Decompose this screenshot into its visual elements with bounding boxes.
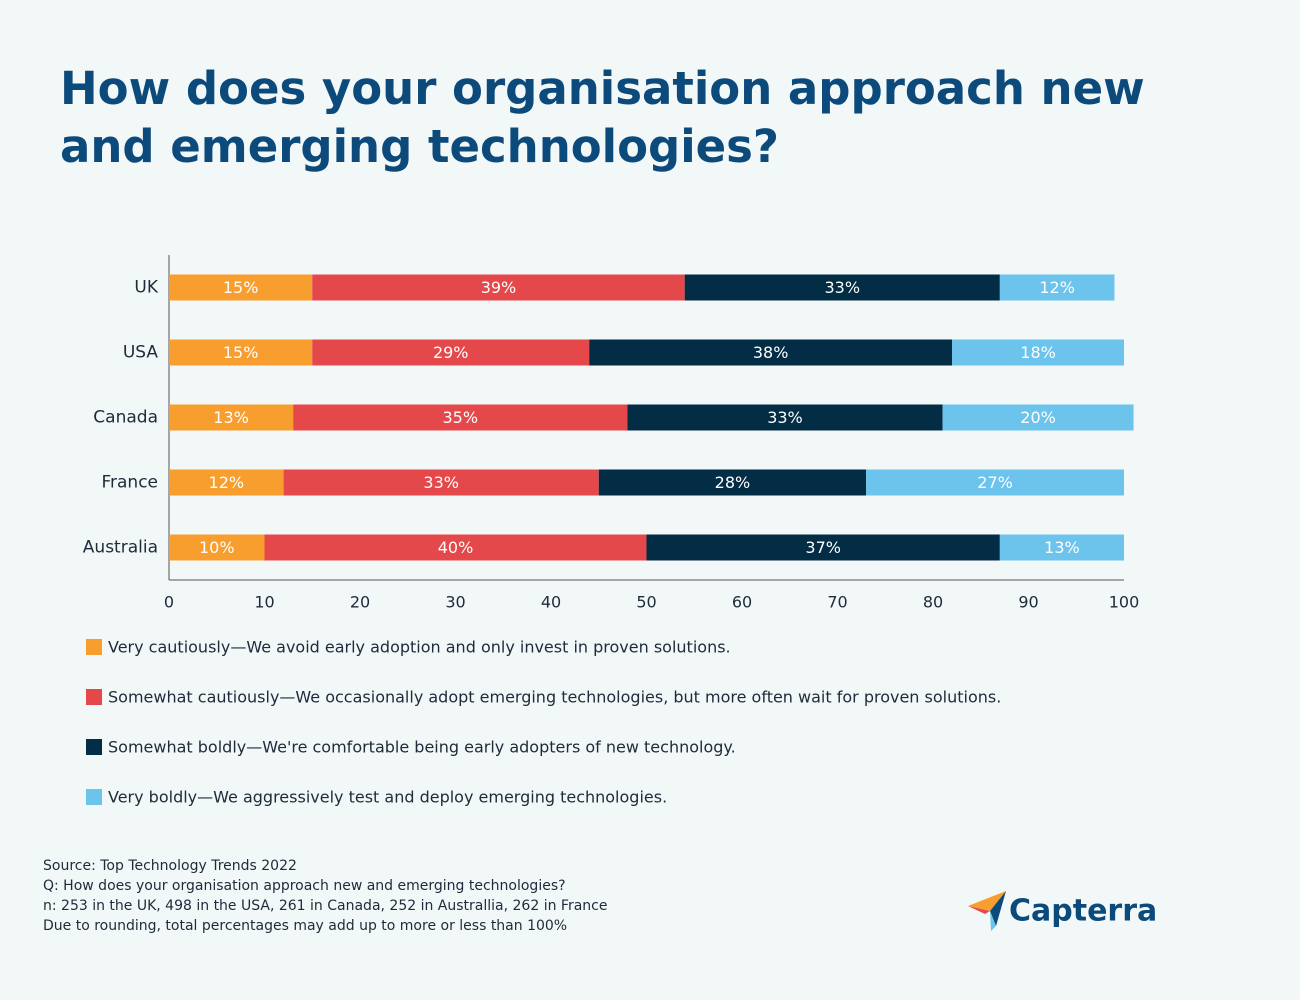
value-label: 15% (223, 343, 259, 362)
bar-segment (866, 469, 1124, 496)
y-tick-label: France (101, 473, 158, 493)
legend-label: Somewhat cautiously—We occasionally adop… (108, 688, 1001, 707)
value-label: 35% (442, 408, 478, 427)
legend-swatch (86, 689, 102, 705)
x-tick-label: 100 (1109, 593, 1140, 612)
x-tick-label: 10 (254, 593, 274, 612)
value-label: 18% (1020, 343, 1056, 362)
bar-segment (999, 274, 1115, 301)
value-label: 28% (715, 473, 751, 492)
bar-segment (169, 274, 313, 301)
bar-segment (312, 274, 685, 301)
y-tick-label: Australia (83, 538, 158, 558)
bar-segment (293, 404, 628, 431)
legend-label: Somewhat boldly—We're comfortable being … (108, 738, 736, 757)
value-label: 33% (767, 408, 803, 427)
bar-segment (169, 339, 313, 366)
bar-segment (169, 534, 265, 561)
legend-label: Very cautiously—We avoid early adoption … (108, 638, 731, 657)
bar-segment (942, 404, 1134, 431)
footnote: n: 253 in the UK, 498 in the USA, 261 in… (43, 898, 607, 914)
value-label: 33% (423, 473, 459, 492)
legend-swatch (86, 739, 102, 755)
x-tick-label: 80 (923, 593, 943, 612)
value-label: 12% (1039, 278, 1075, 297)
value-label: 39% (481, 278, 517, 297)
x-tick-label: 0 (164, 593, 174, 612)
value-label: 20% (1020, 408, 1056, 427)
bar-segment (169, 404, 294, 431)
value-label: 13% (1044, 538, 1080, 557)
bar-segment (646, 534, 1000, 561)
bar-segment (598, 469, 867, 496)
x-tick-label: 20 (350, 593, 370, 612)
logo-text: Capterra (1009, 894, 1157, 929)
legend-swatch (86, 639, 102, 655)
bar-segment (684, 274, 1000, 301)
legend-label: Very boldly—We aggressively test and dep… (108, 788, 667, 807)
value-label: 40% (438, 538, 474, 557)
y-tick-label: USA (123, 343, 159, 363)
footnote: Due to rounding, total percentages may a… (43, 918, 567, 934)
logo-icon (968, 891, 1006, 931)
value-label: 10% (199, 538, 235, 557)
value-label: 33% (824, 278, 860, 297)
y-tick-label: UK (134, 278, 158, 298)
x-tick-label: 40 (541, 593, 561, 612)
bar-segment (169, 469, 284, 496)
footnote: Q: How does your organisation approach n… (43, 878, 566, 894)
value-label: 12% (209, 473, 245, 492)
bar-segment (589, 339, 953, 366)
bar-segment (312, 339, 590, 366)
value-label: 27% (977, 473, 1013, 492)
value-label: 38% (753, 343, 789, 362)
value-label: 29% (433, 343, 469, 362)
value-label: 37% (805, 538, 841, 557)
bar-segment (999, 534, 1124, 561)
x-tick-label: 60 (732, 593, 752, 612)
bar-segment (264, 534, 647, 561)
value-label: 13% (213, 408, 249, 427)
chart-title: How does your organisation approach new … (60, 62, 1145, 173)
legend-swatch (86, 789, 102, 805)
bar-segment (627, 404, 943, 431)
y-tick-label: Canada (93, 408, 158, 428)
x-tick-label: 90 (1018, 593, 1038, 612)
x-tick-label: 70 (827, 593, 847, 612)
x-tick-label: 30 (445, 593, 465, 612)
footnote: Source: Top Technology Trends 2022 (43, 858, 297, 874)
bar-segment (283, 469, 599, 496)
bar-segment (952, 339, 1124, 366)
value-label: 15% (223, 278, 259, 297)
x-tick-label: 50 (636, 593, 656, 612)
